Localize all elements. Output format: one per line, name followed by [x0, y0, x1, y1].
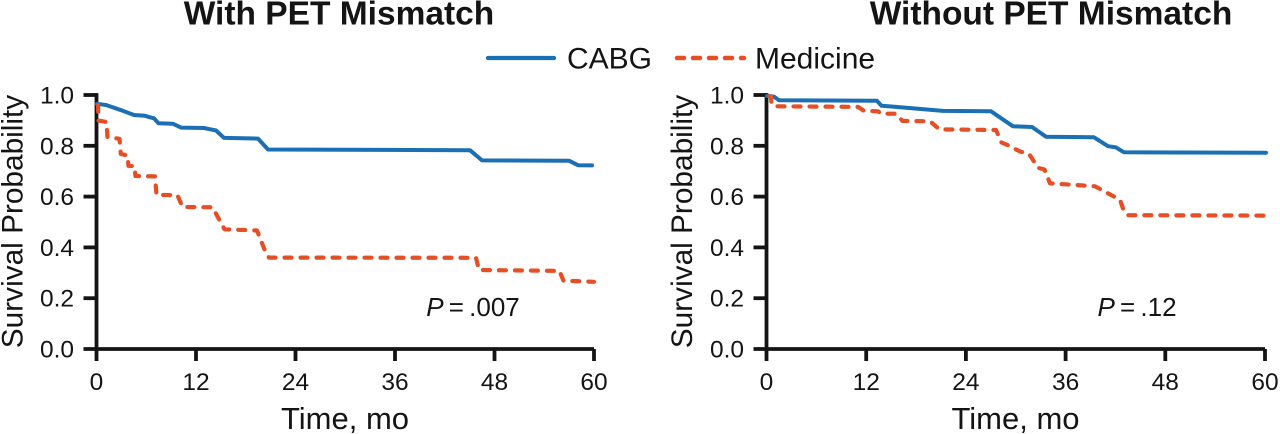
svg-text:Without PET Mismatch: Without PET Mismatch [870, 0, 1233, 33]
svg-text:Survival Probability: Survival Probability [666, 95, 699, 348]
svg-text:Medicine: Medicine [755, 43, 875, 76]
svg-text:0.8: 0.8 [710, 133, 744, 160]
svg-text:0.6: 0.6 [710, 184, 744, 211]
svg-text:36: 36 [1052, 369, 1079, 396]
svg-text:0.8: 0.8 [40, 133, 74, 160]
svg-text:48: 48 [1152, 369, 1179, 396]
svg-text:12: 12 [182, 369, 209, 396]
svg-text:60: 60 [1251, 369, 1278, 396]
svg-text:0.0: 0.0 [40, 337, 74, 364]
svg-text:12: 12 [853, 369, 880, 396]
svg-text:36: 36 [381, 369, 408, 396]
svg-text:48: 48 [481, 369, 508, 396]
svg-text:0: 0 [90, 369, 104, 396]
svg-text:24: 24 [282, 369, 309, 396]
svg-text:P = .12: P = .12 [1097, 292, 1176, 322]
svg-text:Time, mo: Time, mo [951, 401, 1079, 434]
svg-text:0: 0 [760, 369, 774, 396]
svg-text:P = .007: P = .007 [426, 292, 520, 322]
svg-text:0.6: 0.6 [40, 184, 74, 211]
svg-text:0.2: 0.2 [710, 286, 744, 313]
svg-text:0.0: 0.0 [710, 337, 744, 364]
svg-text:Time, mo: Time, mo [281, 401, 409, 434]
svg-text:0.4: 0.4 [40, 235, 74, 262]
svg-text:1.0: 1.0 [40, 83, 74, 110]
svg-text:With PET Mismatch: With PET Mismatch [184, 0, 495, 33]
svg-text:1.0: 1.0 [710, 83, 744, 110]
svg-text:0.4: 0.4 [710, 235, 744, 262]
svg-text:Survival Probability: Survival Probability [0, 95, 30, 348]
svg-text:0.2: 0.2 [40, 286, 74, 313]
svg-text:24: 24 [952, 369, 979, 396]
svg-text:CABG: CABG [567, 43, 652, 76]
svg-text:60: 60 [580, 369, 607, 396]
